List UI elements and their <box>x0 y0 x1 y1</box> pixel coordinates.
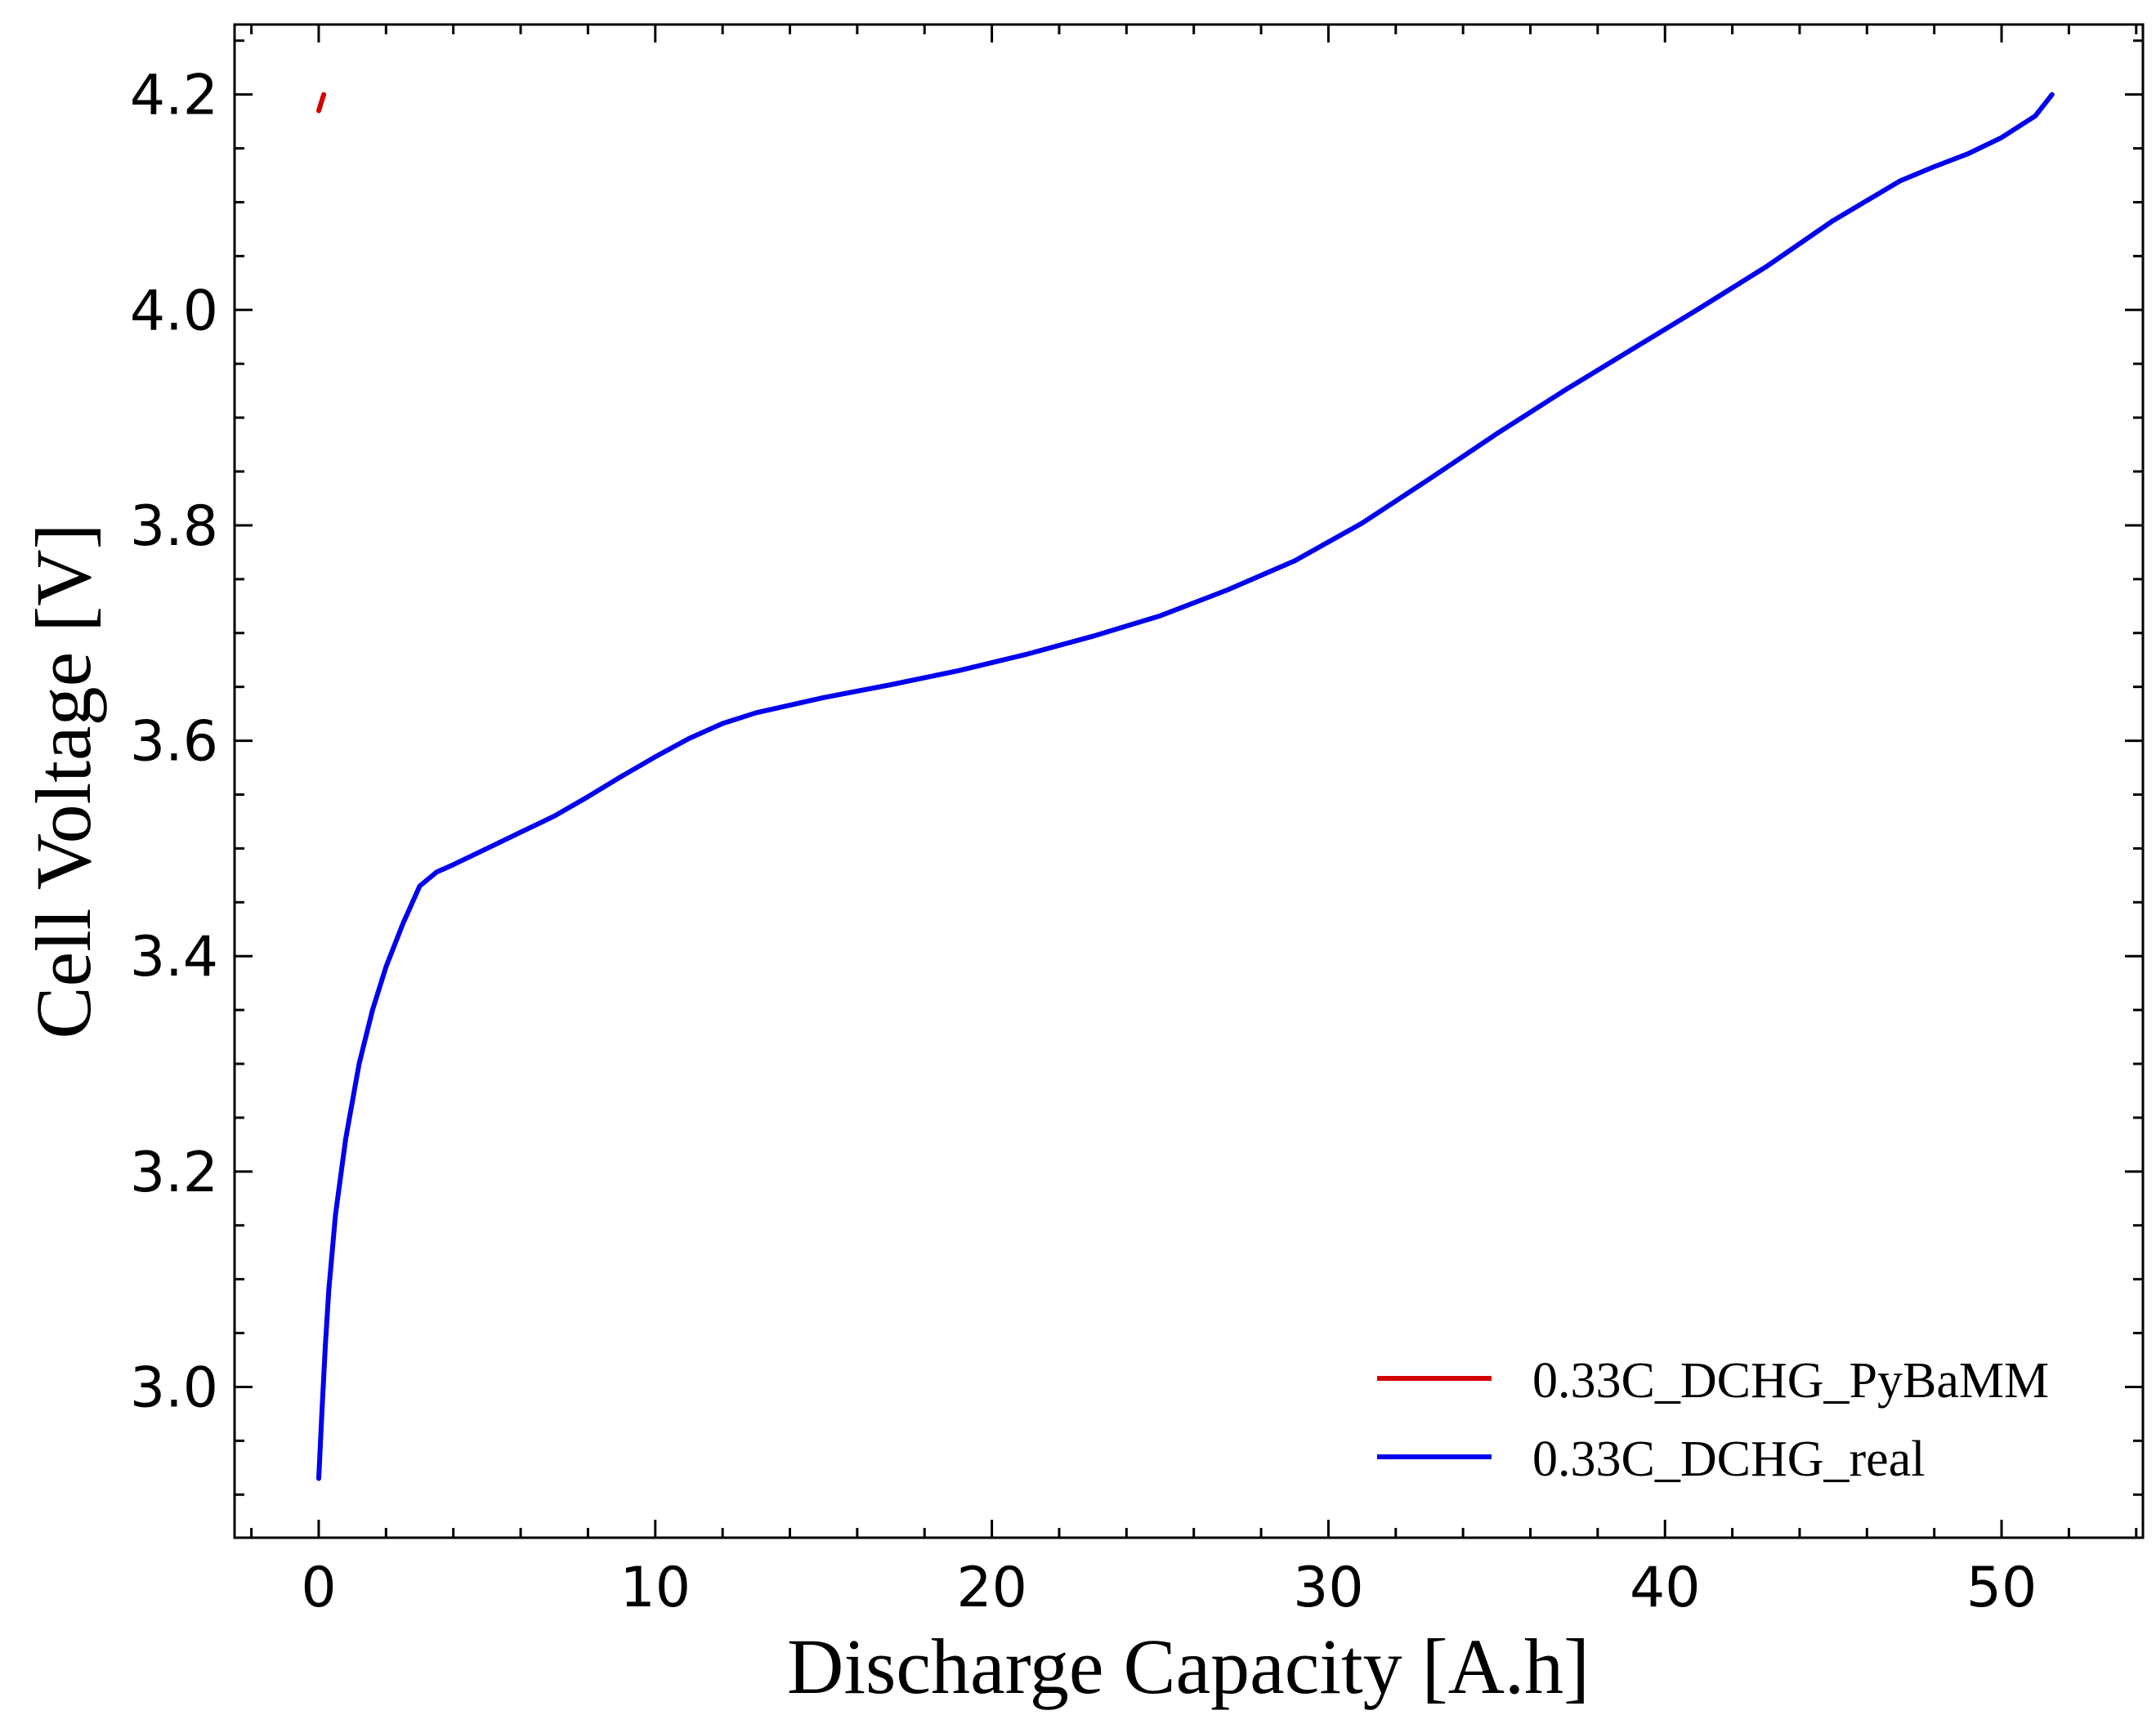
x-axis-label: Discharge Capacity [A.h] <box>787 1623 1590 1710</box>
y-axis-label: Cell Voltage [V] <box>20 523 107 1038</box>
series-layer <box>316 92 2055 1481</box>
y-tick-label: 3.8 <box>130 494 218 559</box>
x-tick-label: 50 <box>1966 1556 2037 1620</box>
x-tick-label: 20 <box>956 1556 1027 1620</box>
ticks-layer: 0 10 20 30 40 50 3.0 3.2 3.4 3.6 3.8 4.0 4.2 <box>130 25 2143 1620</box>
x-tick-label: 40 <box>1630 1556 1701 1620</box>
x-tick-label: 0 <box>301 1556 336 1620</box>
series-line-1 <box>316 92 2055 1481</box>
y-tick-label: 3.2 <box>130 1141 218 1205</box>
series-line-0 <box>316 92 327 114</box>
legend-label-pybamm: 0.33C_DCHG_PyBaMM <box>1532 1353 2049 1409</box>
legend: 0.33C_DCHG_PyBaMM 0.33C_DCHG_real <box>1377 1353 2049 1487</box>
y-tick-label: 4.0 <box>130 279 218 343</box>
x-tick-label: 10 <box>620 1556 691 1620</box>
y-tick-label: 3.0 <box>130 1356 218 1420</box>
y-tick-label: 3.4 <box>130 925 218 989</box>
legend-label-real: 0.33C_DCHG_real <box>1532 1431 1925 1487</box>
y-tick-label: 3.6 <box>130 710 218 775</box>
x-tick-label: 30 <box>1293 1556 1364 1620</box>
plot-frame <box>233 23 2145 1539</box>
y-tick-label: 4.2 <box>130 64 218 128</box>
